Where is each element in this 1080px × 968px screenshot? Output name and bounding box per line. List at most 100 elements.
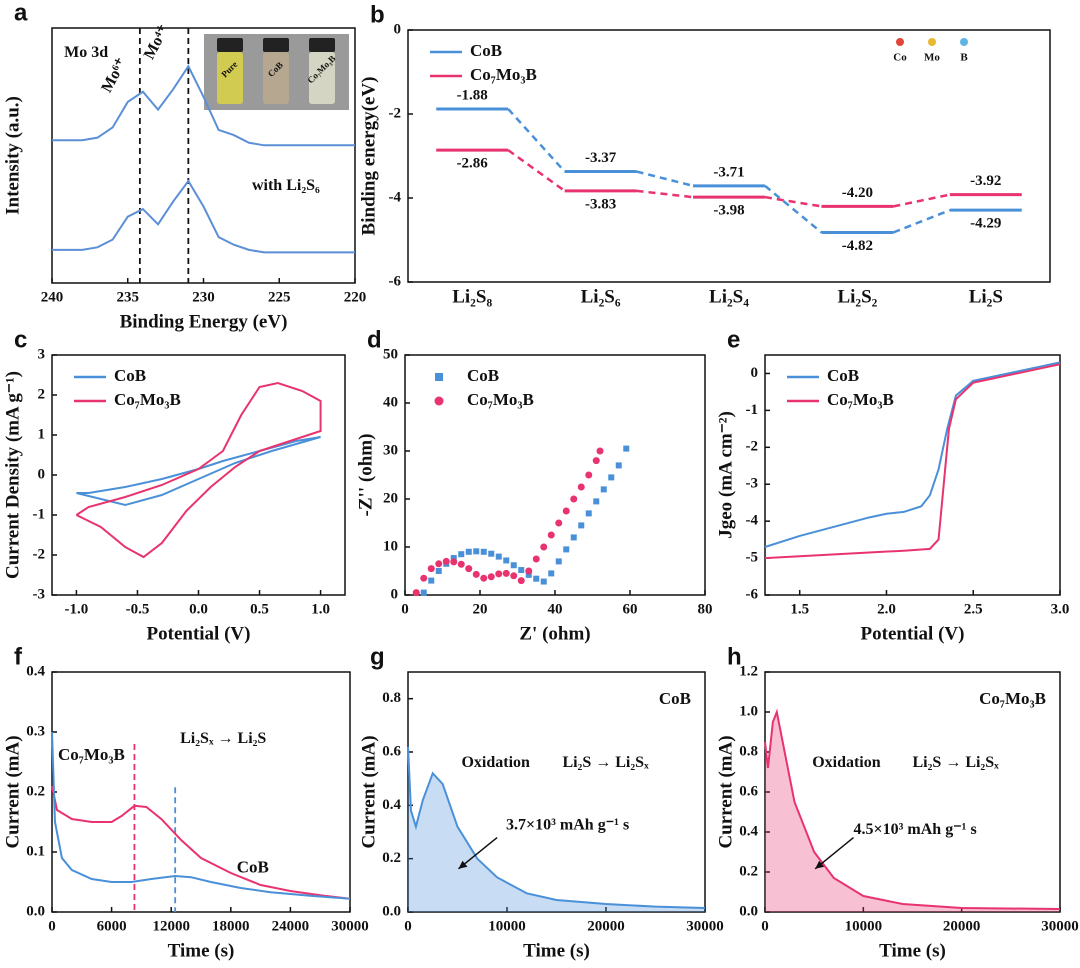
x-tick-label: 80 <box>698 601 713 617</box>
value-label: -3.92 <box>970 173 1001 189</box>
panel-label: b <box>370 1 385 28</box>
point <box>480 548 487 555</box>
point <box>428 577 435 584</box>
x-tick-label: 0.5 <box>250 601 269 617</box>
x-axis-label: Z' (ohm) <box>519 623 590 644</box>
point <box>525 571 532 578</box>
point <box>623 445 630 452</box>
y-tick-label: -6 <box>746 586 759 602</box>
x-tick-label: 30000 <box>686 918 724 934</box>
connector <box>764 195 822 208</box>
y-tick-label: 0 <box>394 21 402 37</box>
x-tick-label: 235 <box>117 289 140 305</box>
y-tick-label: 0 <box>751 365 759 381</box>
x-tick-label: 1.5 <box>790 601 809 617</box>
annotation: Li₂S → Li₂Sₓ <box>562 754 649 771</box>
y-axis-label: Current Density (mA g⁻¹) <box>2 371 23 579</box>
point <box>420 589 427 596</box>
x-tick-label: 230 <box>192 289 215 305</box>
line <box>764 708 1061 910</box>
y-tick-label: -5 <box>746 550 759 566</box>
annotation: 4.5×10³ mAh g⁻¹ s <box>854 821 977 838</box>
plot-frame <box>404 354 706 596</box>
x-tick-label: Li₂S₈ <box>452 286 492 307</box>
line <box>407 746 706 909</box>
point <box>547 531 555 539</box>
vial <box>263 52 289 104</box>
x-tick-label: Li₂S₆ <box>581 286 621 307</box>
point <box>570 534 577 541</box>
x-axis-label: Time (s) <box>879 940 946 961</box>
x-tick-label: -1.0 <box>65 601 89 617</box>
x-tick-label: 225 <box>268 289 291 305</box>
y-tick-label: 30 <box>383 442 398 458</box>
y-tick-label: 0.2 <box>382 850 401 866</box>
y-tick-label: -2 <box>389 105 402 121</box>
arrow-head <box>815 860 825 869</box>
legend-label: Co₇Mo₃B <box>827 390 894 409</box>
point <box>435 560 443 568</box>
point <box>465 565 473 573</box>
y-tick-label: -4 <box>746 513 759 529</box>
y-tick-label: 0.0 <box>26 903 45 919</box>
y-axis-label: Intensity (a.u.) <box>2 96 23 215</box>
point <box>502 569 510 577</box>
x-tick-label: 30000 <box>1041 918 1079 934</box>
y-tick-label: 40 <box>383 394 398 410</box>
point <box>562 507 570 515</box>
x-tick-label: 40 <box>548 601 563 617</box>
point <box>585 510 592 517</box>
y-tick-label: 50 <box>383 346 398 362</box>
panel-label: f <box>14 643 23 670</box>
legend-label: CoB <box>114 366 146 385</box>
vial <box>309 52 335 104</box>
x-tick-label: 30000 <box>331 918 369 934</box>
plot-frame <box>407 29 1051 283</box>
value-label: -4.82 <box>842 238 873 254</box>
x-tick-label: 3.0 <box>1051 601 1070 617</box>
line <box>764 363 1061 560</box>
point <box>540 543 548 551</box>
point <box>427 565 435 573</box>
legend-label: CoB <box>467 366 499 385</box>
point <box>450 558 458 566</box>
y-tick-label: 0.6 <box>739 783 758 799</box>
y-tick-label: -2 <box>33 546 46 562</box>
line <box>51 785 351 900</box>
connector <box>636 170 694 188</box>
connector <box>507 149 566 192</box>
y-tick-label: -1 <box>746 402 759 418</box>
y-axis-label: Binding energy(eV) <box>358 77 379 236</box>
point <box>518 567 525 574</box>
value-label: -4.20 <box>842 185 873 201</box>
point <box>578 522 585 529</box>
point <box>472 570 480 578</box>
point <box>600 486 607 493</box>
atom-swatch <box>960 38 968 46</box>
point <box>555 558 562 565</box>
legend-label: CoB <box>470 41 502 60</box>
point <box>517 577 525 585</box>
point <box>555 519 563 527</box>
line <box>52 179 355 254</box>
y-tick-label: -4 <box>389 189 402 205</box>
y-tick-label: 0.0 <box>739 903 758 919</box>
arrow <box>458 837 498 870</box>
y-tick-label: 0.2 <box>739 863 758 879</box>
x-tick-label: 0.0 <box>189 601 208 617</box>
y-axis-label: Jgeo (mA cm⁻²) <box>715 411 736 539</box>
series-label: CoB <box>237 858 269 877</box>
legend-label: CoB <box>659 689 691 708</box>
value-label: -3.37 <box>585 150 617 166</box>
value-label: -3.83 <box>585 196 616 212</box>
line <box>52 64 355 147</box>
point <box>540 578 547 585</box>
point <box>495 570 503 578</box>
area-fill <box>765 712 1060 912</box>
y-axis-label: Current (mA) <box>715 735 736 848</box>
point <box>503 557 510 564</box>
value-label: -2.86 <box>457 156 489 172</box>
plot-frame <box>407 671 706 913</box>
point <box>473 548 480 555</box>
point <box>412 589 420 597</box>
